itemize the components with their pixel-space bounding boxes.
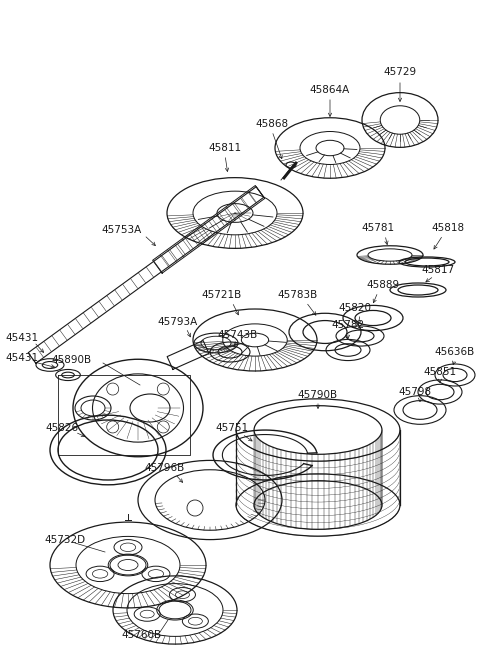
- Text: 45782: 45782: [331, 320, 365, 330]
- Text: 45760B: 45760B: [122, 630, 162, 640]
- Text: 45868: 45868: [255, 119, 288, 129]
- Text: 45729: 45729: [384, 67, 417, 77]
- Text: 45721B: 45721B: [202, 290, 242, 300]
- Text: 45783B: 45783B: [278, 290, 318, 300]
- Text: 45826: 45826: [46, 423, 79, 433]
- Text: 45790B: 45790B: [298, 390, 338, 400]
- Text: 45811: 45811: [208, 143, 241, 153]
- Text: 45793A: 45793A: [158, 317, 198, 327]
- Text: 45636B: 45636B: [435, 347, 475, 357]
- Text: 45732D: 45732D: [45, 535, 85, 545]
- Text: 45751: 45751: [216, 423, 249, 433]
- Text: 45781: 45781: [361, 223, 395, 233]
- Text: 45753A: 45753A: [102, 225, 142, 235]
- Text: 45889: 45889: [366, 280, 399, 290]
- Text: 45743B: 45743B: [218, 330, 258, 340]
- Text: 45851: 45851: [423, 367, 456, 377]
- Text: 45820: 45820: [338, 303, 372, 313]
- Text: 45818: 45818: [432, 223, 465, 233]
- Text: 45796B: 45796B: [145, 463, 185, 473]
- Text: 45817: 45817: [421, 265, 455, 275]
- Text: 45431: 45431: [5, 353, 38, 363]
- Text: 45431: 45431: [5, 333, 38, 343]
- Text: 45864A: 45864A: [310, 85, 350, 95]
- Text: 45890B: 45890B: [52, 355, 92, 365]
- Text: 45798: 45798: [398, 387, 432, 397]
